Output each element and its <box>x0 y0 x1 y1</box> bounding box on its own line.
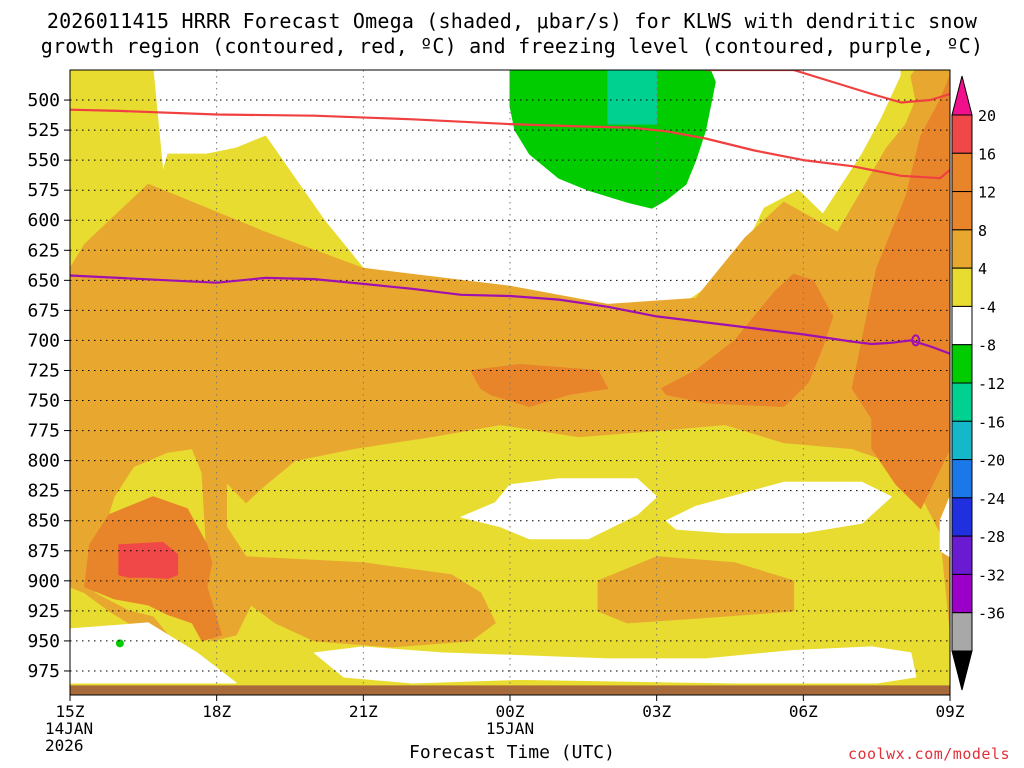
freezing-level-line <box>70 274 950 355</box>
omega-region-lorange-2 <box>597 556 795 624</box>
x-tick-label-2026: 2026 <box>45 736 84 755</box>
y-tick-label-900: 900 <box>27 571 60 592</box>
omega-region-white-5 <box>460 478 658 540</box>
colorbar-label--16: -16 <box>978 413 1005 431</box>
omega-region-red-12 <box>118 541 179 579</box>
y-tick-label-500: 500 <box>27 90 60 111</box>
contour-lines <box>70 70 950 355</box>
colorbar-label-20: 20 <box>978 107 996 125</box>
x-tick-label-15JAN: 15JAN <box>486 719 534 738</box>
x-tick-label-03Z: 03Z <box>642 702 671 721</box>
colorbar-band-7 <box>951 382 973 422</box>
colorbar-label--8: -8 <box>978 337 996 355</box>
x-tick-label-21Z: 21Z <box>349 702 378 721</box>
omega-region-orange-8 <box>470 364 609 407</box>
x-tick-label-06Z: 06Z <box>789 702 818 721</box>
gridlines <box>70 70 950 695</box>
omega-region-white-6 <box>665 481 892 534</box>
y-tick-label-800: 800 <box>27 451 60 472</box>
y-tick-label-975: 975 <box>27 661 60 682</box>
x-tick-label-00Z: 00Z <box>496 702 525 721</box>
dgz-line-1 <box>705 70 950 104</box>
colorbar-label--24: -24 <box>978 490 1005 508</box>
colorbar-label--12: -12 <box>978 375 1005 393</box>
x-tick-label-09Z: 09Z <box>936 702 965 721</box>
colorbar-band-13 <box>951 612 973 652</box>
colorbar-label-12: 12 <box>978 184 996 202</box>
omega-dot <box>115 639 124 648</box>
chart-title-line-2: growth region (contoured, red, ºC) and f… <box>40 34 984 58</box>
colorbar-label--20: -20 <box>978 452 1005 470</box>
omega-region-orange-10 <box>851 75 950 510</box>
colorbar-bottom-arrow <box>951 650 973 691</box>
colorbar-band-12 <box>951 573 973 614</box>
y-tick-label-650: 650 <box>27 270 60 291</box>
y-tick-label-525: 525 <box>27 120 60 141</box>
colorbar-label--4: -4 <box>978 298 996 316</box>
colorbar-band-8 <box>951 420 973 461</box>
y-tick-label-750: 750 <box>27 391 60 412</box>
freezing-level-label-0 <box>911 334 921 347</box>
colorbar-top-arrow <box>951 75 973 116</box>
colorbar-band-3 <box>951 229 973 269</box>
y-tick-label-725: 725 <box>27 360 60 381</box>
colorbar-band-5 <box>951 305 973 346</box>
y-tick-label-850: 850 <box>27 511 60 532</box>
colorbar-label-8: 8 <box>978 222 987 240</box>
y-tick-label-925: 925 <box>27 601 60 622</box>
omega-region-white-3 <box>70 622 237 684</box>
y-tick-label-700: 700 <box>27 330 60 351</box>
colorbar-label-16: 16 <box>978 145 996 163</box>
y-tick-label-675: 675 <box>27 300 60 321</box>
omega-region-seagreen-14 <box>607 70 658 125</box>
colorbar-label--36: -36 <box>978 605 1005 623</box>
colorbar-band-2 <box>951 191 973 231</box>
colorbar-band-9 <box>951 459 973 499</box>
colorbar-band-10 <box>951 497 973 537</box>
colorbar-label--32: -32 <box>978 566 1005 584</box>
x-tick-label-18Z: 18Z <box>202 702 231 721</box>
chart-title-line-1: 2026011415 HRRR Forecast Omega (shaded, … <box>46 9 978 33</box>
colorbar-band-11 <box>951 535 973 575</box>
credit-text[interactable]: coolwx.com/models <box>847 745 1010 763</box>
colorbar-band-4 <box>951 267 973 307</box>
omega-region-green-13 <box>509 70 716 209</box>
x-tick-label-15Z: 15Z <box>56 702 85 721</box>
y-tick-label-875: 875 <box>27 541 60 562</box>
colorbar-label-4: 4 <box>978 260 987 278</box>
x-tick-label-14JAN: 14JAN <box>45 719 93 738</box>
y-tick-label-950: 950 <box>27 631 60 652</box>
x-axis-label: Forecast Time (UTC) <box>409 742 615 763</box>
y-tick-label-575: 575 <box>27 180 60 201</box>
y-tick-label-775: 775 <box>27 421 60 442</box>
colorbar: 20 16 12 8 4 -4 -8 -12 -16 -20 -24 -28 -32 -36 <box>951 75 1005 691</box>
y-tick-label-550: 550 <box>27 150 60 171</box>
colorbar-band-6 <box>951 344 973 384</box>
y-tick-label-600: 600 <box>27 210 60 231</box>
omega-region-orange-9 <box>661 273 834 407</box>
omega-region-white-4 <box>313 646 917 684</box>
colorbar-label--28: -28 <box>978 528 1005 546</box>
y-tick-label-625: 625 <box>27 240 60 261</box>
dgz-line-0 <box>70 108 950 180</box>
colorbar-band-0 <box>951 114 973 154</box>
y-axis-ticks: 500 525 550 575 600 625 650 675 700 725 750 775 800 8… <box>27 90 70 682</box>
colorbar-band-1 <box>951 152 973 193</box>
y-tick-label-825: 825 <box>27 481 60 502</box>
ground-band <box>70 685 950 695</box>
